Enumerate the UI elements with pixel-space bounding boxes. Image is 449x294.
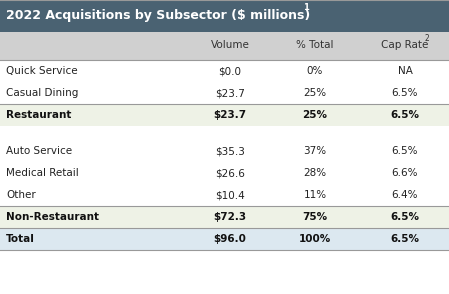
Bar [0,104,449,126]
Text: $23.7: $23.7 [213,110,247,120]
Text: 75%: 75% [303,212,328,222]
Text: 37%: 37% [304,146,326,156]
Bar [0,60,449,82]
Text: Cap Rate: Cap Rate [381,41,429,51]
Text: 6.6%: 6.6% [392,168,418,178]
Text: 6.5%: 6.5% [392,88,418,98]
Text: NA: NA [397,66,413,76]
Text: $23.7: $23.7 [215,88,245,98]
Text: 28%: 28% [304,168,326,178]
Text: 100%: 100% [299,234,331,244]
Text: 25%: 25% [303,110,327,120]
Text: $26.6: $26.6 [215,168,245,178]
Text: $10.4: $10.4 [215,190,245,200]
Text: 6.5%: 6.5% [392,146,418,156]
Text: $0.0: $0.0 [219,66,242,76]
Text: 6.5%: 6.5% [391,212,419,222]
Bar [0,162,449,184]
Text: Non-Restaurant: Non-Restaurant [6,212,99,222]
Text: Volume: Volume [211,41,250,51]
Text: Other: Other [6,190,36,200]
Text: 2022 Acquisitions by Subsector ($ millions): 2022 Acquisitions by Subsector ($ millio… [6,9,310,23]
Text: 1: 1 [303,3,309,11]
Bar [0,32,449,60]
Bar [0,206,449,228]
Text: Total: Total [6,234,35,244]
Text: 0%: 0% [307,66,323,76]
Bar [0,0,449,32]
Bar [0,82,449,104]
Text: Restaurant: Restaurant [6,110,71,120]
Text: % Total: % Total [296,41,334,51]
Text: 6.5%: 6.5% [391,234,419,244]
Bar [0,184,449,206]
Text: Casual Dining: Casual Dining [6,88,79,98]
Text: 11%: 11% [304,190,326,200]
Text: Medical Retail: Medical Retail [6,168,79,178]
Text: 6.4%: 6.4% [392,190,418,200]
Bar [0,228,449,250]
Text: $96.0: $96.0 [214,234,247,244]
Bar [0,126,449,140]
Text: Auto Service: Auto Service [6,146,72,156]
Text: 25%: 25% [304,88,326,98]
Text: $72.3: $72.3 [213,212,247,222]
Text: Quick Service: Quick Service [6,66,78,76]
Text: $35.3: $35.3 [215,146,245,156]
Text: 2: 2 [425,34,429,43]
Text: 6.5%: 6.5% [391,110,419,120]
Bar [0,140,449,162]
